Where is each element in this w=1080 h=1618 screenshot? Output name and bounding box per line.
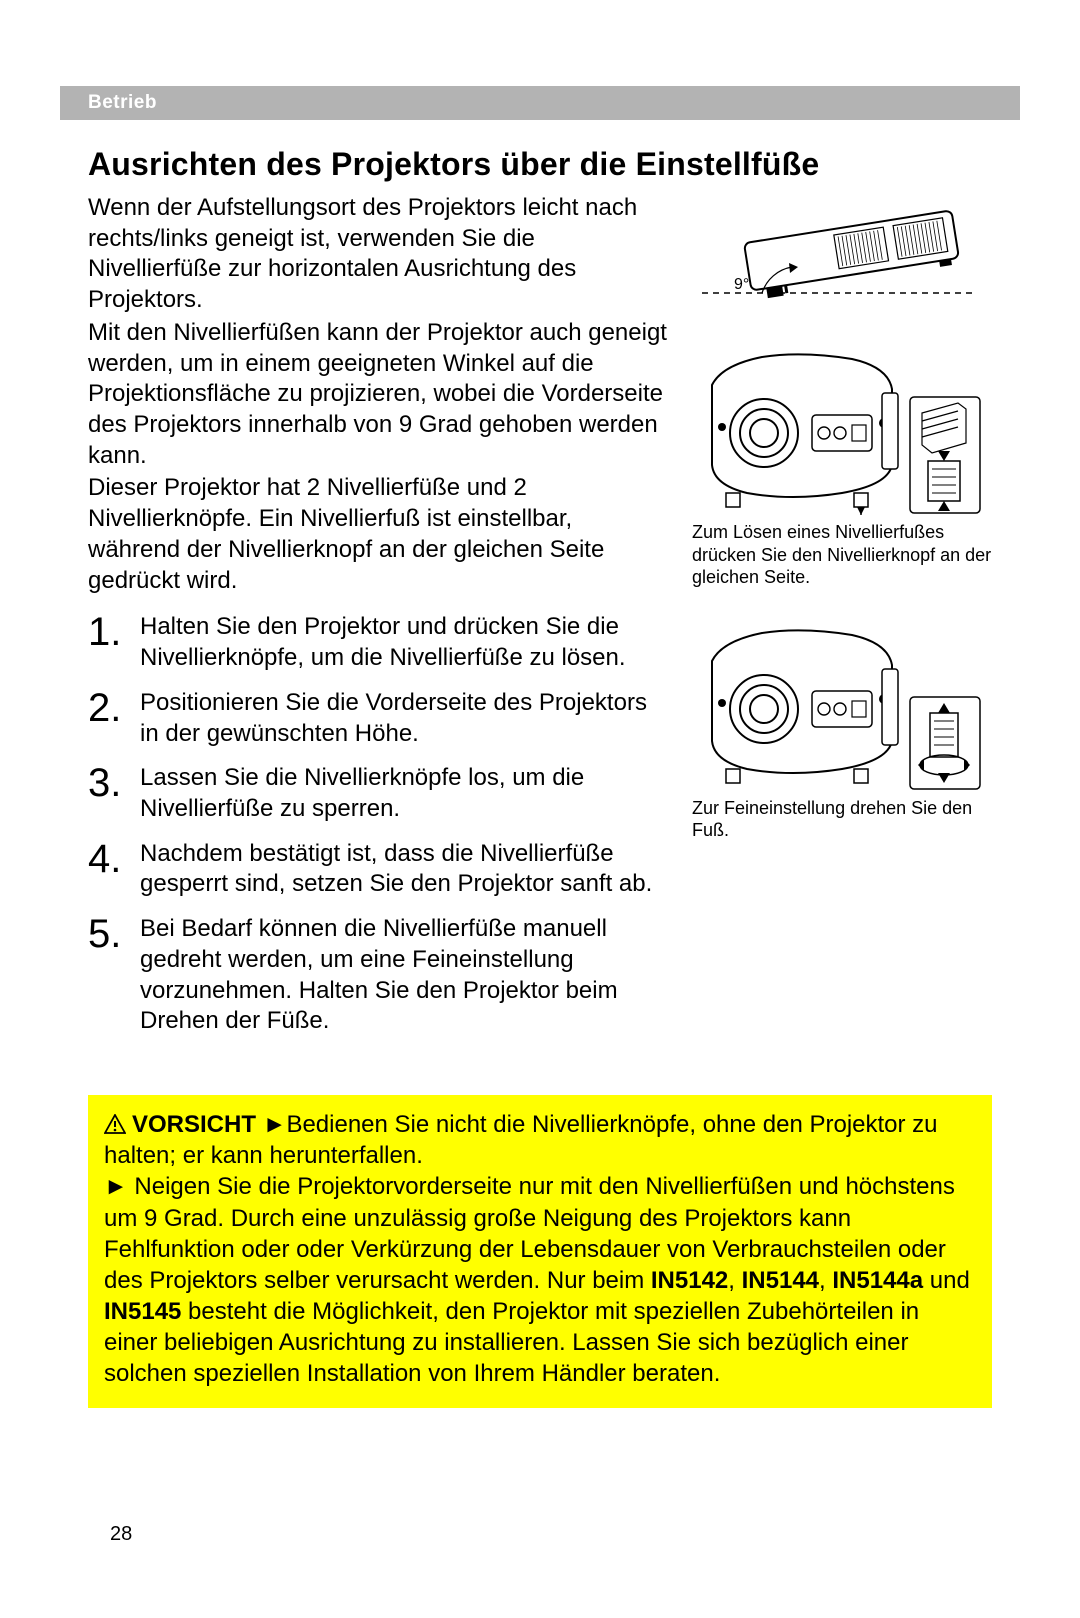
projector-front-icon	[692, 621, 902, 791]
projector-tilt-icon: 9°	[692, 193, 982, 313]
rotate-foot-detail-icon	[908, 695, 982, 791]
warning-text-2c: besteht die Möglichkeit, den Projektor m…	[104, 1298, 919, 1387]
figure-rotate-foot: Zur Feineinstellung drehen Sie den Fuß.	[692, 621, 992, 842]
steps-list: 1. Halten Sie den Projektor und drücken …	[88, 612, 668, 1037]
step-text: Lassen Sie die Nivellierknöpfe los, um d…	[140, 763, 668, 824]
step-number: 4.	[88, 839, 122, 879]
intro-p2: Mit den Nivellierfüßen kann der Projekto…	[88, 318, 668, 472]
angle-label: 9°	[734, 276, 749, 293]
list-item: 5. Bei Bedarf können die Nivellierfüße m…	[88, 914, 668, 1037]
step-text: Bei Bedarf können die Nivellierfüße manu…	[140, 914, 668, 1037]
press-button-detail-icon	[908, 395, 982, 515]
list-item: 4. Nachdem bestätigt ist, dass die Nivel…	[88, 839, 668, 900]
section-label: Betrieb	[88, 92, 157, 113]
intro-p3: Dieser Projektor hat 2 Nivellierfüße und…	[88, 473, 668, 596]
sep: ,	[728, 1267, 741, 1294]
model-number: IN5145	[104, 1298, 181, 1325]
figure-caption: Zum Lösen eines Nivellierfußes drücken S…	[692, 521, 992, 589]
warning-text-2b: und	[923, 1267, 970, 1294]
step-text: Nachdem bestätigt ist, dass die Nivellie…	[140, 839, 668, 900]
projector-front-icon	[692, 345, 902, 515]
arrow-icon: ►	[104, 1173, 134, 1200]
step-number: 1.	[88, 612, 122, 652]
warning-heading: VORSICHT	[132, 1111, 256, 1138]
step-number: 2.	[88, 688, 122, 728]
arrow-icon: ►	[263, 1111, 287, 1138]
page-title: Ausrichten des Projektors über die Einst…	[88, 146, 992, 183]
model-number: IN5144a	[832, 1267, 923, 1294]
figure-tilt: 9°	[692, 193, 992, 313]
step-text: Halten Sie den Projektor und drücken Sie…	[140, 612, 668, 673]
figure-caption: Zur Feineinstellung drehen Sie den Fuß.	[692, 797, 992, 842]
warning-icon	[104, 1114, 126, 1134]
list-item: 3. Lassen Sie die Nivellierknöpfe los, u…	[88, 763, 668, 824]
figures-column: 9°	[692, 193, 992, 1051]
step-number: 3.	[88, 763, 122, 803]
model-number: IN5142	[651, 1267, 728, 1294]
section-header: Betrieb	[60, 86, 1020, 120]
sep: ,	[819, 1267, 832, 1294]
list-item: 2. Positionieren Sie die Vorderseite des…	[88, 688, 668, 749]
step-number: 5.	[88, 914, 122, 954]
model-number: IN5144	[742, 1267, 819, 1294]
warning-box: VORSICHT ►Bedienen Sie nicht die Nivelli…	[88, 1095, 992, 1408]
page-number: 28	[110, 1523, 132, 1546]
intro-p1: Wenn der Aufstellungsort des Projektors …	[88, 193, 668, 316]
list-item: 1. Halten Sie den Projektor und drücken …	[88, 612, 668, 673]
body-text: Wenn der Aufstellungsort des Projektors …	[88, 193, 668, 1051]
figure-press-button: Zum Lösen eines Nivellierfußes drücken S…	[692, 345, 992, 589]
step-text: Positionieren Sie die Vorderseite des Pr…	[140, 688, 668, 749]
